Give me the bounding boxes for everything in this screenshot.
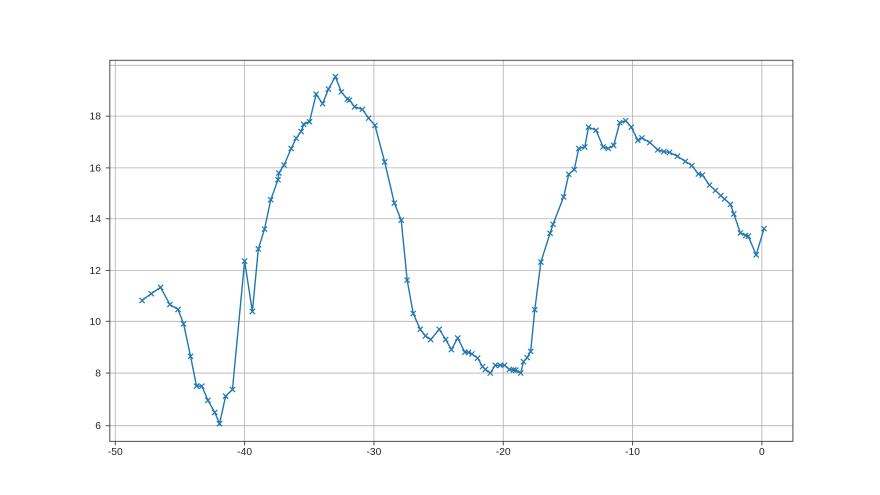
svg-text:0: 0	[759, 447, 765, 458]
svg-text:-10: -10	[625, 447, 640, 458]
svg-text:-50: -50	[108, 447, 123, 458]
svg-text:12: 12	[90, 266, 102, 277]
svg-text:-30: -30	[366, 447, 381, 458]
svg-text:14: 14	[90, 214, 102, 225]
svg-text:16: 16	[90, 163, 102, 174]
svg-text:6: 6	[95, 421, 101, 432]
svg-text:8: 8	[95, 369, 101, 380]
svg-text:18: 18	[90, 112, 102, 123]
svg-text:-20: -20	[496, 447, 511, 458]
svg-text:10: 10	[90, 317, 102, 328]
svg-text:-40: -40	[237, 447, 252, 458]
